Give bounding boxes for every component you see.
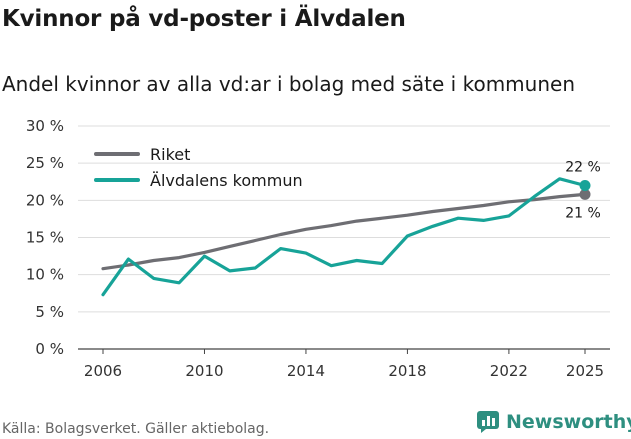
y-tick-label: 5 % <box>35 303 64 321</box>
brand-name: Newsworthy <box>506 411 631 433</box>
end-value-label: 22 % <box>565 159 601 175</box>
legend-label: Älvdalens kommun <box>150 171 303 190</box>
newsworthy-logo-icon <box>477 411 499 433</box>
series-lines <box>101 177 587 297</box>
x-tick-label: 2014 <box>287 362 325 380</box>
end-point-alvdalen <box>579 179 591 191</box>
end-markers: 21 % 22 % <box>565 159 601 221</box>
end-value-label: 21 % <box>565 205 601 221</box>
legend-label: Riket <box>150 145 190 164</box>
y-tick-label: 10 % <box>26 266 64 284</box>
x-tick-label: 2018 <box>388 362 426 380</box>
x-tick-label: 2010 <box>185 362 223 380</box>
source-note: Källa: Bolagsverket. Gäller aktiebolag. <box>2 421 270 437</box>
gridlines <box>78 125 610 350</box>
y-tick-label: 0 % <box>35 340 64 358</box>
legend: Riket Älvdalens kommun <box>94 145 303 190</box>
y-tick-label: 30 % <box>26 117 64 135</box>
y-axis-ticks: 0 % 5 % 10 % 15 % 20 % 25 % 30 % <box>26 117 64 358</box>
y-tick-label: 25 % <box>26 154 64 172</box>
y-tick-label: 15 % <box>26 229 64 247</box>
x-tick-label: 2025 <box>566 362 604 380</box>
series-line-alvdalen <box>101 177 587 297</box>
brand-logo: Newsworthy <box>476 410 631 434</box>
chart-title: Kvinnor på vd-poster i Älvdalen <box>2 6 406 32</box>
x-tick-label: 2022 <box>490 362 528 380</box>
chart-subtitle: Andel kvinnor av alla vd:ar i bolag med … <box>2 72 575 96</box>
x-tick-label: 2006 <box>84 362 122 380</box>
series-line-riket <box>101 192 587 271</box>
x-axis-ticks: 2006 2010 2014 2018 2022 2025 <box>84 349 604 380</box>
end-point-riket <box>579 188 591 200</box>
y-tick-label: 20 % <box>26 191 64 209</box>
